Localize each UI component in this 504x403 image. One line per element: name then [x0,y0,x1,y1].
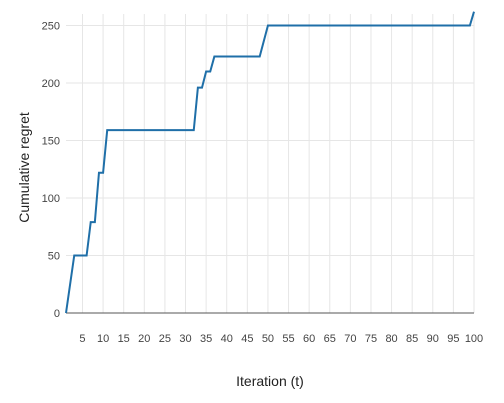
x-tick-label: 55 [282,333,294,345]
x-tick-label: 15 [118,333,130,345]
x-tick-label: 40 [221,333,233,345]
x-tick-label: 25 [159,333,171,345]
x-tick-label: 90 [427,333,439,345]
x-tick-label: 85 [406,333,418,345]
y-tick-label: 100 [42,193,60,205]
x-tick-label: 50 [262,333,274,345]
x-tick-label: 20 [138,333,150,345]
x-tick-label: 75 [365,333,377,345]
x-tick-label: 60 [303,333,315,345]
x-tick-label: 100 [465,333,483,345]
x-tick-label: 30 [179,333,191,345]
y-tick-label: 0 [54,308,60,320]
x-tick-label: 5 [79,333,85,345]
y-tick-label: 50 [48,251,60,263]
y-tick-label: 150 [42,136,60,148]
x-tick-label: 80 [385,333,397,345]
y-tick-label: 200 [42,78,60,90]
x-axis-title: Iteration (t) [236,373,304,389]
series-line [65,11,475,314]
series-layer [65,11,475,314]
gridlines [66,14,475,313]
x-tick-label: 45 [241,333,253,345]
y-axis-title: Cumulative regret [16,112,32,223]
y-tick-label: 250 [42,21,60,33]
x-tick-label: 10 [97,333,109,345]
x-tick-label: 95 [447,333,459,345]
x-tick-label: 70 [344,333,356,345]
x-tick-label: 65 [324,333,336,345]
tick-labels: 5 10 15 20 25 30 35 40 45 50 55 60 65 70 75 80 85 90 95 100… [42,21,484,346]
x-tick-label: 35 [200,333,212,345]
